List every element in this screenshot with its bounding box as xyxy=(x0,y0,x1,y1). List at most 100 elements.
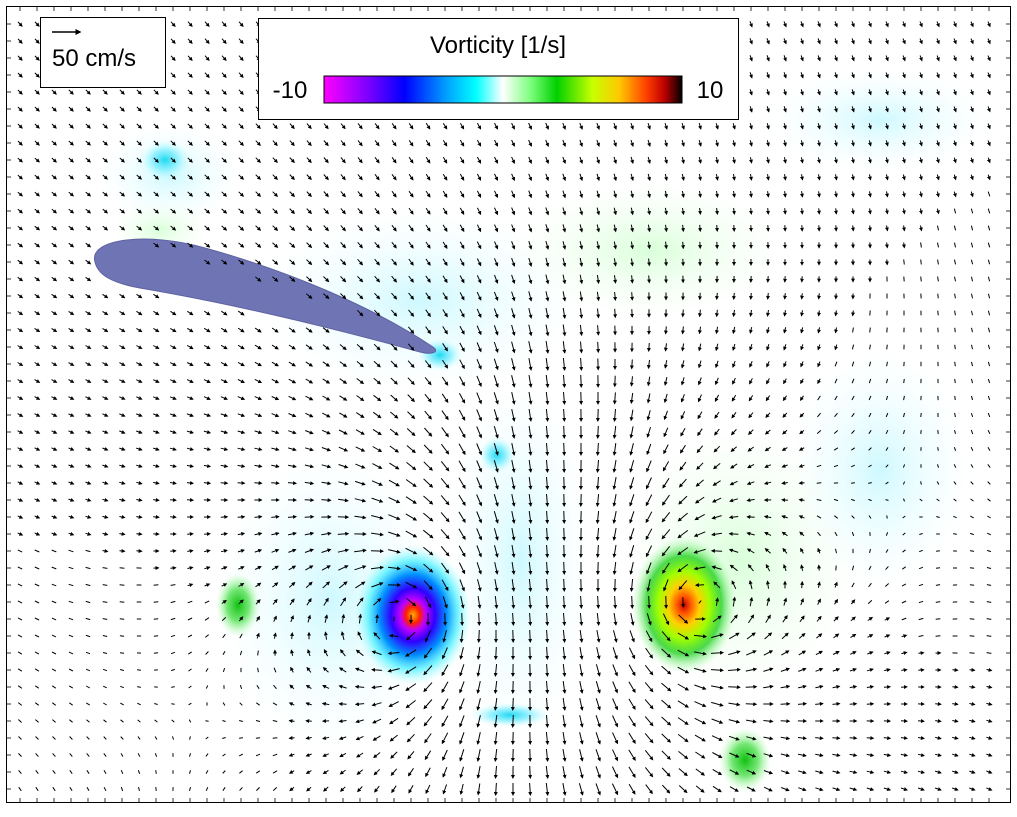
velocity-vector xyxy=(272,174,278,181)
velocity-vector xyxy=(647,258,652,267)
velocity-vector xyxy=(85,157,91,163)
velocity-vector xyxy=(306,276,313,283)
velocity-vector xyxy=(596,122,600,130)
velocity-vector xyxy=(969,21,974,28)
velocity-vector xyxy=(715,207,719,215)
airfoil-body xyxy=(94,238,437,354)
velocity-vector xyxy=(613,190,618,199)
velocity-vector xyxy=(918,719,925,723)
velocity-vector xyxy=(969,174,974,181)
velocity-vector xyxy=(783,140,787,147)
velocity-vector xyxy=(221,106,227,113)
velocity-vector xyxy=(153,618,159,620)
velocity-vector xyxy=(425,224,431,232)
velocity-vector xyxy=(391,275,398,283)
velocity-vectors xyxy=(7,7,1010,802)
velocity-vector xyxy=(987,191,991,197)
velocity-vector xyxy=(102,174,108,180)
velocity-vector xyxy=(51,106,57,112)
velocity-vector xyxy=(204,225,211,231)
velocity-vector xyxy=(51,140,57,146)
velocity-vector xyxy=(476,139,482,147)
velocity-vector xyxy=(816,208,821,215)
velocity-vector xyxy=(459,190,465,198)
velocity-vector xyxy=(170,123,176,129)
velocity-vector xyxy=(664,156,668,164)
velocity-vector xyxy=(698,207,702,215)
velocity-vector xyxy=(579,374,584,388)
velocity-vector xyxy=(153,514,160,519)
reference-vector-box: 50 cm/s xyxy=(40,17,166,88)
velocity-vector xyxy=(425,258,431,266)
velocity-vector xyxy=(816,140,821,147)
velocity-vector xyxy=(901,225,906,232)
velocity-vector xyxy=(630,173,634,182)
velocity-vector xyxy=(970,208,974,214)
velocity-vector xyxy=(442,173,448,181)
velocity-vector xyxy=(647,241,652,250)
velocity-vector xyxy=(953,38,957,45)
reference-vector-label: 50 cm/s xyxy=(52,45,136,72)
velocity-vector xyxy=(391,190,397,198)
velocity-vector xyxy=(728,685,741,690)
velocity-vector xyxy=(798,480,805,485)
velocity-vector xyxy=(442,139,448,147)
velocity-vector xyxy=(850,191,855,198)
velocity-vector xyxy=(630,190,635,199)
velocity-vector xyxy=(595,425,600,439)
velocity-vector xyxy=(119,140,125,146)
velocity-vector xyxy=(85,89,91,95)
velocity-vector xyxy=(459,156,465,164)
velocity-vector xyxy=(51,276,58,282)
velocity-vector xyxy=(936,55,940,62)
velocity-vector xyxy=(918,208,923,215)
velocity-vector xyxy=(255,157,261,164)
velocity-vector xyxy=(579,241,584,250)
velocity-vector xyxy=(255,208,262,214)
velocity-vector xyxy=(937,293,939,299)
velocity-vector xyxy=(579,274,584,285)
velocity-vector xyxy=(306,123,312,130)
velocity-vector xyxy=(952,140,957,147)
velocity-vector xyxy=(272,276,279,282)
velocity-vector xyxy=(918,123,923,130)
velocity-vector xyxy=(766,89,770,96)
velocity-vector xyxy=(187,157,193,163)
velocity-vector xyxy=(494,224,499,233)
velocity-vector xyxy=(306,242,313,249)
velocity-vector xyxy=(511,139,515,147)
velocity-vector xyxy=(579,122,583,130)
velocity-vector xyxy=(545,139,549,148)
velocity-vector xyxy=(85,259,92,265)
velocity-vector xyxy=(153,635,159,637)
velocity-vector xyxy=(817,106,821,113)
velocity-vector xyxy=(799,174,804,181)
velocity-vector xyxy=(969,667,976,672)
velocity-vector xyxy=(17,140,23,146)
velocity-vector xyxy=(783,174,787,181)
velocity-vector xyxy=(647,595,652,609)
velocity-vector xyxy=(986,21,991,28)
velocity-vector xyxy=(119,89,125,95)
velocity-vector xyxy=(749,72,753,79)
velocity-vector xyxy=(766,38,770,45)
velocity-vector xyxy=(323,140,329,147)
velocity-vector xyxy=(187,38,193,44)
velocity-vector xyxy=(51,259,58,265)
velocity-vector xyxy=(817,21,821,28)
velocity-vector xyxy=(664,207,668,216)
velocity-vector xyxy=(613,173,618,182)
velocity-vector xyxy=(51,89,57,95)
velocity-vector xyxy=(937,447,939,451)
velocity-vector xyxy=(953,55,957,62)
velocity-vector xyxy=(937,259,939,265)
velocity-vector xyxy=(153,106,159,112)
velocity-vector xyxy=(833,140,838,147)
velocity-vector xyxy=(34,225,41,231)
velocity-vector xyxy=(153,123,159,129)
velocity-vector xyxy=(476,173,482,181)
velocity-vector xyxy=(187,21,193,28)
velocity-vector xyxy=(783,38,787,45)
velocity-vector xyxy=(340,225,346,232)
velocity-vector xyxy=(545,274,550,285)
